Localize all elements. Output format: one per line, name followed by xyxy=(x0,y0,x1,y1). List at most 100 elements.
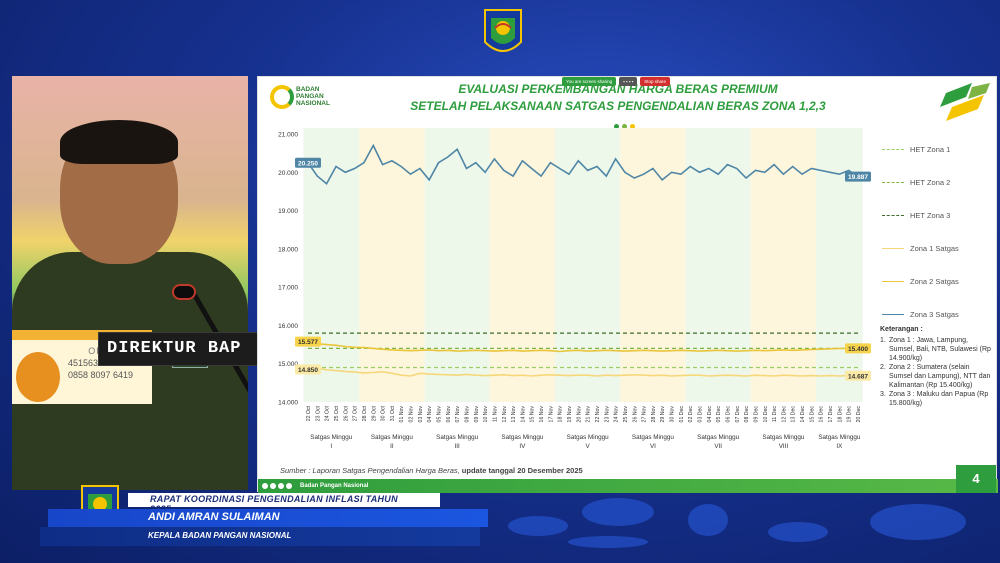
logo-text-line-3: NASIONAL xyxy=(296,100,330,107)
y-tick-label: 14.000 xyxy=(278,400,298,407)
x-tick-label: 19 Dec xyxy=(847,406,853,423)
x-tick-label: 05 Nov xyxy=(437,406,443,423)
stop-share-button[interactable]: Stop share xyxy=(640,77,671,86)
week-label: VII xyxy=(714,443,722,450)
legend-item: HET Zona 3 xyxy=(882,199,992,232)
legend-label: Zona 2 Satgas xyxy=(910,277,959,286)
legend-item: HET Zona 2 xyxy=(882,166,992,199)
speaker-role: KEPALA BADAN PANGAN NASIONAL xyxy=(40,527,480,546)
x-tick-label: 06 Nov xyxy=(446,406,452,423)
x-tick-label: 06 Dec xyxy=(725,406,731,423)
legend-swatch xyxy=(882,149,904,150)
x-tick-label: 13 Dec xyxy=(791,406,797,423)
x-tick-label: 05 Dec xyxy=(716,406,722,423)
week-label: VI xyxy=(650,443,656,450)
x-tick-label: 26 Nov xyxy=(632,406,638,423)
x-tick-label: 14 Dec xyxy=(800,406,806,423)
source-prefix: Sumber : Laporan Satgas Pengendalian Har… xyxy=(280,466,462,475)
x-tick-label: 20 Nov xyxy=(576,406,582,423)
data-label-box xyxy=(845,343,871,354)
badan-pangan-logo-icon xyxy=(270,85,294,109)
legend-item: Zona 1 Satgas xyxy=(882,232,992,265)
x-tick-label: 14 Nov xyxy=(520,406,526,423)
x-tick-label: 09 Dec xyxy=(753,406,759,423)
y-tick-label: 17.000 xyxy=(278,285,298,292)
x-tick-label: 18 Nov xyxy=(558,406,564,423)
x-tick-label: 30 Oct xyxy=(381,405,387,421)
legend-swatch xyxy=(882,248,904,249)
garuda-emblem-icon xyxy=(484,9,522,52)
x-tick-label: 02 Nov xyxy=(409,406,415,423)
data-label-box xyxy=(845,370,871,381)
legend-swatch xyxy=(882,281,904,282)
microphone-icon xyxy=(172,284,196,300)
title-dot xyxy=(614,124,619,129)
legend-swatch xyxy=(882,215,904,216)
keterangan-num: 3. xyxy=(880,391,886,398)
facebook-icon xyxy=(270,483,276,489)
keterangan-item: 2. Zona 2 : Sumatera (selain Sumsel dan … xyxy=(880,363,994,390)
week-band xyxy=(424,128,490,402)
x-tick-label: 16 Dec xyxy=(819,406,825,423)
week-label: VIII xyxy=(779,443,789,450)
x-tick-label: 07 Nov xyxy=(455,406,461,423)
x-tick-label: 17 Nov xyxy=(548,406,554,423)
x-tick-label: 22 Nov xyxy=(595,406,601,423)
event-title: RAPAT KOORDINASI PENGENDALIAN INFLASI TA… xyxy=(128,493,440,514)
x-tick-label: 23 Nov xyxy=(604,406,610,423)
x-tick-label: 28 Nov xyxy=(651,406,657,423)
x-tick-label: 18 Dec xyxy=(837,406,843,423)
x-tick-label: 15 Dec xyxy=(809,406,815,423)
week-label: Satgas Minggu xyxy=(567,434,610,441)
title-dot xyxy=(630,124,635,129)
instagram-icon xyxy=(262,483,268,489)
series-line-zona-2-satgas xyxy=(307,340,858,353)
week-band xyxy=(489,128,556,402)
x-tick-label: 04 Nov xyxy=(427,406,433,423)
data-label-box xyxy=(295,157,321,168)
week-label: Satgas Minggu xyxy=(632,434,675,441)
data-label: 14.850 xyxy=(298,367,318,374)
data-label-box xyxy=(295,336,321,347)
week-label: IX xyxy=(836,443,843,450)
x-tick-label: 03 Nov xyxy=(418,406,424,423)
x-tick-label: 15 Nov xyxy=(530,406,536,423)
legend-item: HET Zona 1 xyxy=(882,133,992,166)
tiktok-icon xyxy=(278,483,284,489)
x-tick-label: 29 Nov xyxy=(660,406,666,423)
week-label: I xyxy=(330,443,332,450)
slide-footer: Badan Pangan Nasional xyxy=(258,479,998,493)
x-tick-label: 11 Dec xyxy=(772,406,778,422)
week-band xyxy=(359,128,425,402)
order-card-line-1: 4515636-7 xyxy=(68,358,112,368)
speaker-name: ANDI AMRAN SULAIMAN xyxy=(48,509,488,527)
x-tick-label: 11 Nov xyxy=(492,406,498,422)
screen-share-toolbar: You are screen sharing ▪ ▪ ▪ ▪ Stop shar… xyxy=(562,77,671,86)
title-dot xyxy=(622,124,627,129)
x-tick-label: 24 Nov xyxy=(614,406,620,423)
legend-swatch xyxy=(882,182,904,183)
x-tick-label: 12 Nov xyxy=(502,406,508,423)
keterangan-text: Zona 1 : Jawa, Lampung, Sumsel, Bali, NT… xyxy=(889,337,991,362)
data-label: 15.577 xyxy=(298,339,318,346)
data-label-box xyxy=(845,171,871,182)
y-tick-label: 18.000 xyxy=(278,246,298,253)
keterangan-num: 1. xyxy=(880,337,886,344)
x-tick-label: 31 Oct xyxy=(390,405,396,421)
x-tick-label: 25 Oct xyxy=(334,405,340,421)
x-tick-label: 07 Dec xyxy=(735,406,741,423)
x-tick-label: 22 Oct xyxy=(306,405,312,421)
speaker-hair xyxy=(60,120,178,164)
week-band xyxy=(555,128,621,402)
order-card-graphic xyxy=(16,352,60,402)
legend-swatch xyxy=(882,314,904,315)
x-tick-label: 01 Nov xyxy=(399,406,405,423)
legend-item: Zona 3 Satgas xyxy=(882,298,992,331)
screen-share-controls[interactable]: ▪ ▪ ▪ ▪ xyxy=(619,77,638,86)
slide-title: EVALUASI PERKEMBANGAN HARGA BERAS PREMIU… xyxy=(358,81,878,115)
x-tick-label: 27 Nov xyxy=(642,406,648,423)
x-tick-label: 09 Nov xyxy=(474,406,480,423)
x-tick-label: 29 Oct xyxy=(371,405,377,421)
x-tick-label: 03 Dec xyxy=(698,406,704,423)
week-band xyxy=(816,128,863,402)
